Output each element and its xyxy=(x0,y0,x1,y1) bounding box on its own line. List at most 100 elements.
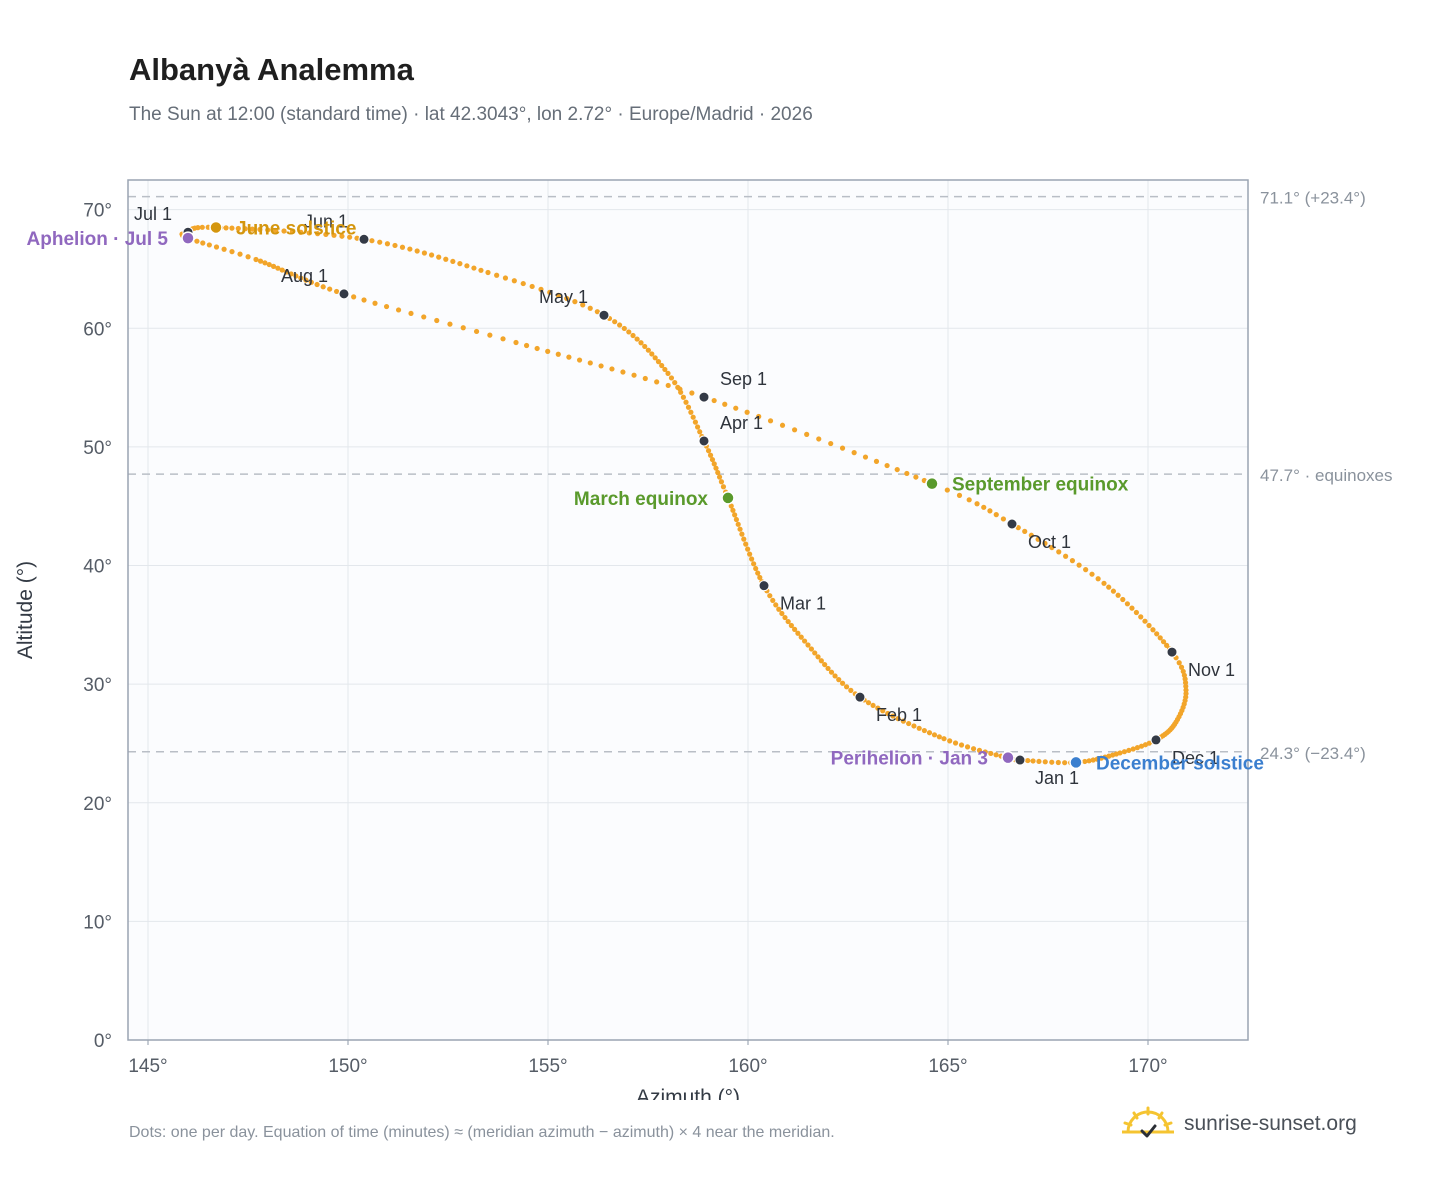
daily-dot xyxy=(715,469,721,476)
daily-dot xyxy=(828,669,835,675)
daily-dot xyxy=(221,246,227,252)
daily-dot xyxy=(617,322,623,328)
daily-dot xyxy=(436,254,442,260)
daily-dot xyxy=(1130,746,1136,752)
month-marker xyxy=(854,691,866,703)
daily-dot xyxy=(1094,756,1100,762)
daily-dot xyxy=(377,239,383,245)
daily-dot xyxy=(665,370,671,376)
daily-dot xyxy=(284,269,290,275)
daily-dot xyxy=(471,265,477,271)
daily-dot xyxy=(1000,516,1006,522)
daily-dot xyxy=(974,501,980,507)
month-marker xyxy=(1166,646,1178,658)
month-marker xyxy=(1150,734,1162,746)
daily-dot xyxy=(839,445,846,451)
daily-dot xyxy=(801,638,808,644)
daily-dot xyxy=(875,705,881,711)
daily-dot xyxy=(884,462,890,469)
daily-dot xyxy=(1049,544,1055,551)
daily-dot xyxy=(652,355,658,361)
daily-dot xyxy=(392,242,398,249)
brand[interactable]: sunrise-sunset.org xyxy=(1122,1104,1357,1144)
daily-dot xyxy=(1160,639,1167,645)
reference-line-label: 24.3° (−23.4°) xyxy=(1260,744,1366,763)
daily-dot xyxy=(779,610,785,617)
y-tick-label: 10° xyxy=(83,912,112,933)
plot-frame xyxy=(127,179,1249,1041)
daily-dot xyxy=(288,271,294,277)
daily-dot xyxy=(770,597,776,604)
daily-dot xyxy=(384,241,391,247)
daily-dot xyxy=(229,249,235,255)
daily-dot xyxy=(306,230,312,236)
daily-dot xyxy=(735,521,741,527)
daily-dot xyxy=(805,642,811,648)
daily-dot xyxy=(1138,743,1145,749)
daily-dot xyxy=(249,226,255,232)
brand-name: sunrise-sunset.org xyxy=(1184,1112,1357,1135)
x-tick-label: 160° xyxy=(728,1056,767,1077)
month-label: Nov 1 xyxy=(1188,660,1235,680)
daily-dot xyxy=(242,226,248,232)
month-label: Oct 1 xyxy=(1028,532,1071,552)
daily-dot xyxy=(751,561,757,567)
daily-dot xyxy=(1115,592,1121,598)
daily-dot xyxy=(690,414,696,420)
daily-dot xyxy=(621,325,627,332)
daily-dot xyxy=(798,634,804,640)
daily-dot xyxy=(612,319,618,325)
month-label: Dec 1 xyxy=(1172,748,1219,768)
daily-dot xyxy=(728,503,734,509)
daily-dot xyxy=(279,267,285,273)
month-marker xyxy=(358,233,370,245)
daily-dot xyxy=(904,470,910,477)
daily-dot xyxy=(911,723,917,729)
daily-dot xyxy=(1126,747,1132,753)
daily-dot xyxy=(631,372,637,378)
daily-dot xyxy=(936,734,942,740)
daily-dot xyxy=(1106,584,1112,590)
daily-dot xyxy=(421,314,427,320)
daily-dot xyxy=(1154,631,1160,637)
daily-dot xyxy=(1042,540,1048,546)
daily-dot xyxy=(273,227,279,234)
daily-dot xyxy=(580,302,586,308)
daily-dot xyxy=(677,386,683,392)
plot-area xyxy=(128,180,1248,1040)
daily-dot xyxy=(642,343,648,350)
daily-dot xyxy=(683,399,689,405)
daily-dot xyxy=(502,275,509,281)
daily-dot xyxy=(576,357,583,363)
daily-dot xyxy=(314,281,320,288)
event-marker xyxy=(181,231,195,245)
daily-dot xyxy=(487,332,493,338)
daily-dot xyxy=(685,404,692,410)
daily-dot xyxy=(744,409,750,415)
event-label: September equinox xyxy=(952,475,1129,496)
daily-dot xyxy=(572,299,578,305)
y-tick-label: 0° xyxy=(94,1031,112,1052)
daily-dot xyxy=(257,258,264,264)
daily-dot xyxy=(275,265,281,271)
month-marker xyxy=(1006,518,1018,530)
daily-dot xyxy=(1120,596,1126,603)
daily-dot xyxy=(956,492,963,498)
daily-dot xyxy=(1076,562,1082,568)
daily-dot xyxy=(257,226,263,233)
daily-dot xyxy=(1121,749,1128,755)
footnote: Dots: one per day. Equation of time (min… xyxy=(129,1124,835,1141)
daily-dot xyxy=(354,235,360,241)
daily-dot xyxy=(598,363,604,369)
daily-dot xyxy=(262,260,268,266)
daily-dot xyxy=(747,551,753,557)
daily-dot xyxy=(816,436,822,442)
daily-dot xyxy=(308,279,314,285)
daily-dot xyxy=(434,317,440,324)
y-tick-label: 20° xyxy=(83,794,112,815)
daily-dot xyxy=(870,702,876,709)
daily-dot xyxy=(339,233,345,239)
daily-dot xyxy=(795,630,801,636)
daily-dot xyxy=(964,744,971,750)
daily-dot xyxy=(791,427,798,433)
